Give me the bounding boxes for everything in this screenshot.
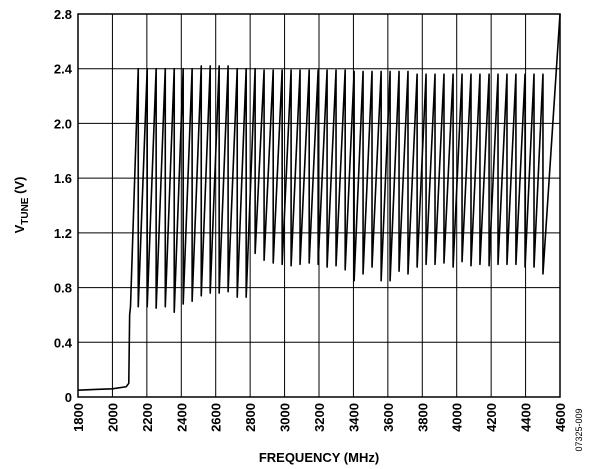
y-tick-label: 1.2 — [54, 226, 72, 241]
x-tick-label: 2400 — [174, 403, 189, 432]
y-tick-label: 0 — [65, 390, 72, 405]
x-tick-label: 4600 — [553, 403, 568, 432]
y-tick-label: 2.0 — [54, 116, 72, 131]
y-label-main: V — [12, 224, 27, 233]
y-tick-label: 2.8 — [54, 7, 72, 22]
x-tick-label: 3800 — [415, 403, 430, 432]
figure-note: 07325-009 — [574, 408, 584, 451]
y-tick-label: 2.4 — [54, 62, 73, 77]
y-label-suffix: (V) — [12, 177, 27, 198]
x-tick-label: 2000 — [105, 403, 120, 432]
x-tick-label: 2800 — [243, 403, 258, 432]
x-tick-label: 4200 — [484, 403, 499, 432]
x-tick-label: 3600 — [381, 403, 396, 432]
x-tick-label: 3200 — [312, 403, 327, 432]
plot-frame — [77, 13, 561, 398]
x-tick-label: 4000 — [450, 403, 465, 432]
y-tick-label: 0.8 — [54, 281, 72, 296]
x-tick-label: 4400 — [519, 403, 534, 432]
y-tick-label: 0.4 — [54, 335, 73, 350]
x-tick-label: 3000 — [278, 403, 293, 432]
x-axis-label: FREQUENCY (MHz) — [259, 450, 379, 465]
x-tick-label: 1800 — [71, 403, 86, 432]
x-tick-label: 2600 — [209, 403, 224, 432]
x-tick-label: 2200 — [140, 403, 155, 432]
y-label-subscript: TUNE — [20, 197, 31, 225]
x-tick-label: 3400 — [346, 403, 361, 432]
y-tick-label: 1.6 — [54, 171, 72, 186]
data-line — [77, 13, 561, 391]
y-axis-label: VTUNE (V) — [12, 177, 31, 234]
